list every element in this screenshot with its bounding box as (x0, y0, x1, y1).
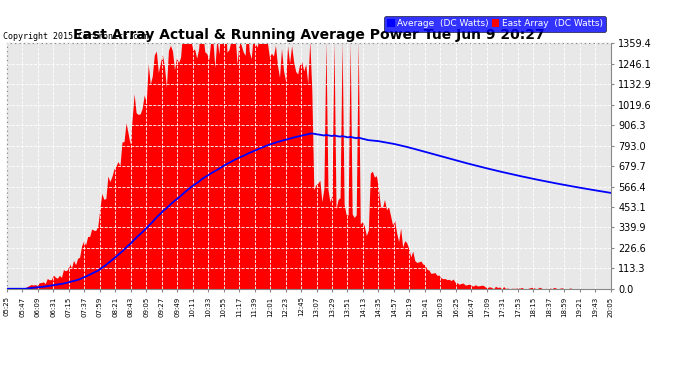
Legend: Average  (DC Watts), East Array  (DC Watts): Average (DC Watts), East Array (DC Watts… (384, 16, 606, 32)
Text: Copyright 2015 Cartronics.com: Copyright 2015 Cartronics.com (3, 32, 148, 41)
Title: East Array Actual & Running Average Power Tue Jun 9 20:27: East Array Actual & Running Average Powe… (73, 28, 544, 42)
